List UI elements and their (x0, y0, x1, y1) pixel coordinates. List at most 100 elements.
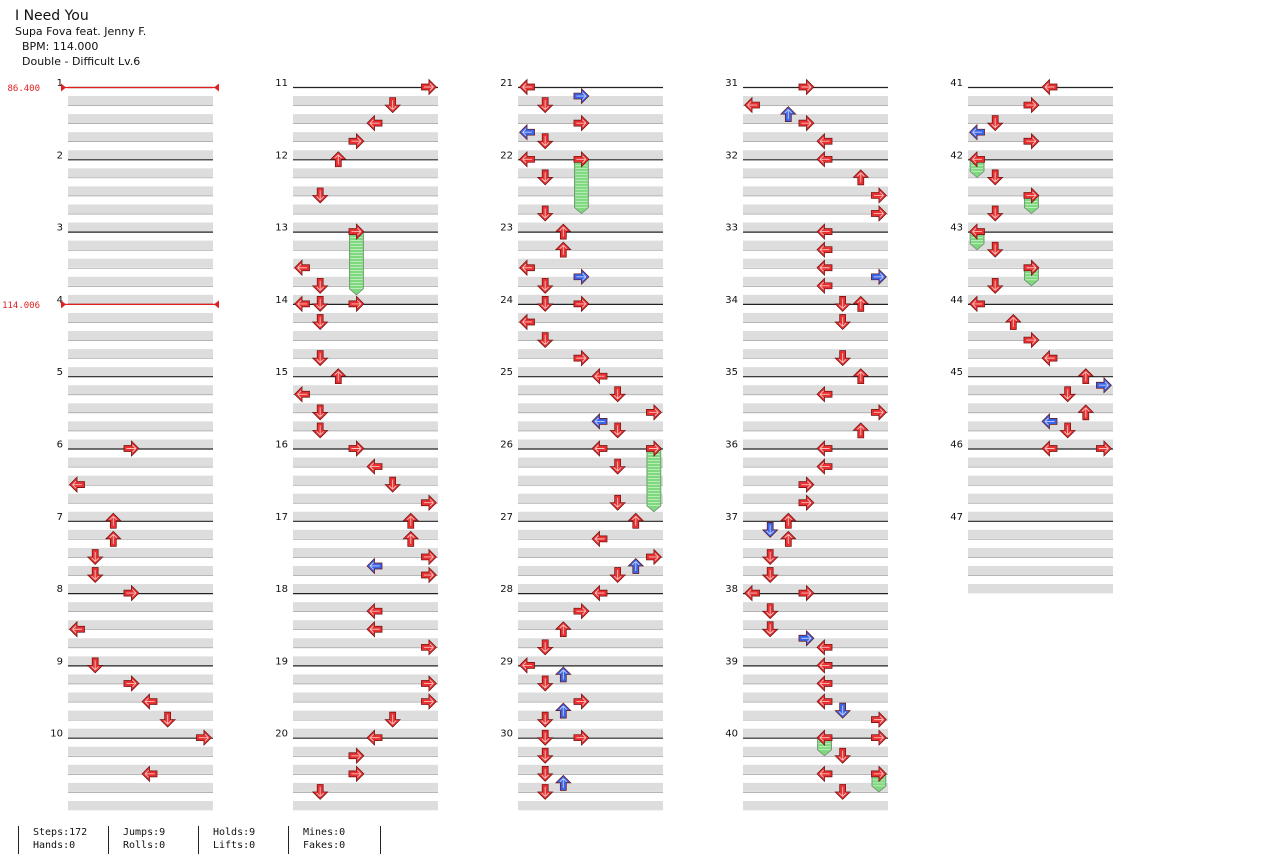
beat-space (293, 394, 438, 404)
beat-band (743, 800, 888, 811)
beat-band (68, 475, 213, 485)
beat-band (518, 656, 663, 666)
arrow-highlight (316, 786, 324, 797)
down-arrow-icon (311, 277, 329, 294)
right-arrow-icon (573, 295, 590, 313)
down-arrow-icon (159, 711, 177, 728)
arrow-highlight (351, 444, 362, 453)
beat-space (968, 285, 1113, 296)
arrow-highlight (819, 155, 830, 164)
beat-band (68, 114, 213, 124)
beat-band (518, 403, 663, 413)
beat-space (743, 773, 888, 784)
left-arrow-icon (519, 657, 535, 674)
arrow-highlight (972, 227, 983, 236)
stats-column: Jumps:9 Rolls:0 (108, 826, 199, 854)
right-arrow-icon (646, 440, 662, 457)
beat-band (293, 800, 438, 811)
beat-band (743, 240, 888, 250)
measure-number: 25 (500, 367, 513, 378)
arrow-highlight (541, 750, 549, 761)
down-arrow-icon (311, 350, 329, 367)
left-arrow-icon (591, 367, 608, 385)
beat-band (293, 638, 438, 648)
measure-number: 14 (275, 295, 288, 306)
beat-space (743, 159, 888, 169)
right-arrow-icon (421, 494, 437, 512)
measure-17: 17 (275, 512, 438, 594)
beat-band (293, 96, 438, 106)
arrow-highlight (91, 551, 99, 562)
measure-number: 39 (725, 656, 738, 667)
beat-band (743, 638, 888, 648)
arrow-highlight (541, 732, 549, 743)
measure-number: 13 (275, 223, 288, 234)
beat-space (743, 665, 888, 675)
left-arrow-icon (366, 729, 383, 747)
beat-space (68, 376, 213, 386)
measure-number: 41 (950, 78, 963, 89)
beat-space (968, 195, 1113, 205)
beat-space (968, 502, 1113, 513)
song-artist: Supa Fova feat. Jenny F. (15, 25, 147, 38)
measure-36: 36 (725, 440, 888, 522)
down-arrow-icon (761, 549, 779, 565)
beat-space (293, 484, 438, 495)
right-arrow-icon (421, 78, 437, 96)
beat-band (743, 96, 888, 106)
beat-space (743, 177, 888, 187)
measure-25: 25 (500, 367, 663, 449)
left-arrow-icon (816, 132, 833, 150)
measure-29: 29 (500, 656, 663, 738)
beat-space (518, 773, 663, 784)
measure-number: 7 (57, 512, 63, 523)
arrow-highlight (873, 272, 884, 281)
bpm-start-tick (61, 83, 66, 92)
beat-band (518, 240, 663, 250)
arrow-highlight (784, 515, 793, 526)
measure-number: 15 (275, 367, 288, 378)
beat-band (743, 656, 888, 666)
right-arrow-icon (421, 548, 437, 566)
down-arrow-icon (311, 187, 329, 204)
measure-31: 31 (725, 78, 888, 160)
down-arrow-icon (86, 657, 104, 674)
beat-band (743, 692, 888, 702)
beat-band (518, 312, 663, 323)
beat-space (68, 213, 213, 224)
arrow-highlight (369, 625, 380, 634)
beat-space (518, 267, 663, 278)
left-arrow-icon (1041, 440, 1058, 457)
arrow-highlight (819, 661, 830, 670)
beat-space (968, 430, 1113, 440)
beat-band (743, 782, 888, 793)
arrow-highlight (801, 83, 812, 91)
beat-band (743, 276, 888, 287)
arrow-highlight (72, 625, 83, 634)
arrow-highlight (1063, 389, 1072, 400)
arrow-highlight (801, 589, 812, 597)
beat-space (68, 755, 213, 766)
beat-band (68, 276, 213, 287)
hands-count: Hands:0 (33, 840, 76, 851)
right-arrow-icon (798, 78, 815, 96)
beat-space (743, 719, 888, 730)
arrow-highlight (369, 462, 380, 471)
beat-band (518, 620, 663, 630)
measure-10: 10 (50, 729, 213, 811)
beat-space (743, 213, 888, 224)
beat-space (968, 303, 1113, 314)
beat-space (518, 412, 663, 422)
beat-band (518, 367, 663, 377)
arrow-highlight (423, 553, 434, 561)
beat-space (968, 575, 1113, 585)
beat-space (518, 755, 663, 766)
arrow-highlight (838, 786, 847, 797)
arrow-highlight (297, 300, 308, 308)
beat-space (68, 321, 213, 332)
beat-space (68, 647, 213, 657)
arrow-highlight (91, 660, 99, 671)
arrow-highlight (613, 389, 622, 400)
beat-space (293, 719, 438, 730)
beat-space (518, 394, 663, 404)
